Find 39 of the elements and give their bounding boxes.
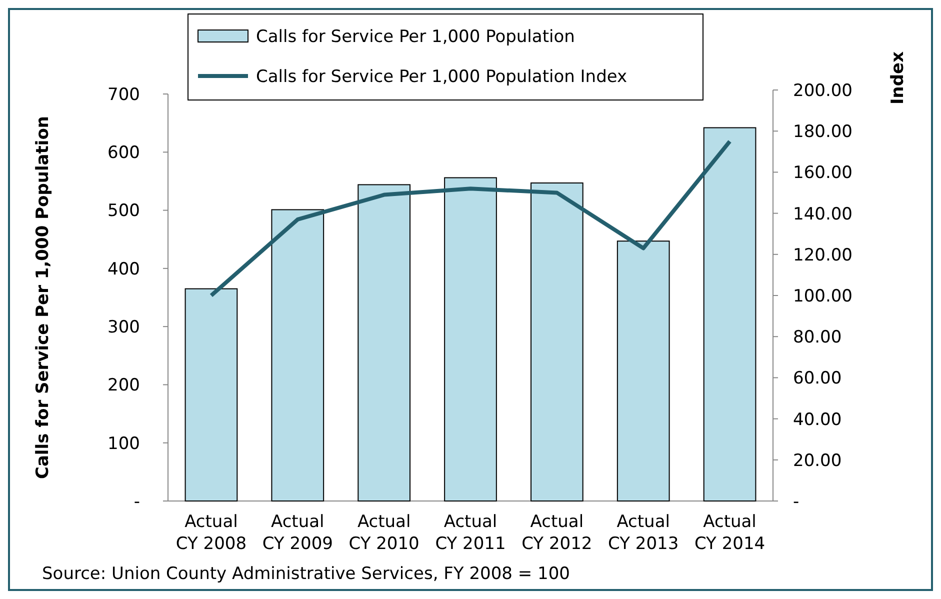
bar [444,177,497,502]
bar [184,288,238,502]
y2-tick-label: 20.00 [793,450,842,471]
x-tick-label: Actual CY 2010 [348,512,420,554]
source-note: Source: Union County Administrative Services, FY 2008 = 100 [42,564,570,584]
line-series [209,139,732,298]
legend-label: Calls for Service Per 1,000 Population Index [256,66,628,87]
y2-tick-label: 120.00 [793,245,852,266]
legend-label: Calls for Service Per 1,000 Population [256,26,575,47]
y2-tick-label: 80.00 [793,328,842,348]
y-tick-label: - [134,492,140,512]
y2-tick-label: 140.00 [793,204,852,224]
y2-tick-label: 160.00 [793,163,852,184]
y2-tick-label: - [793,492,800,512]
x-tick-label: Actual CY 2013 [608,512,679,554]
x-tick-label: Actual CY 2012 [522,512,592,554]
y-tick-label: 600 [108,143,140,164]
bar [703,127,756,502]
bar [616,240,670,502]
y-tick-label: 400 [108,259,140,280]
x-tick-label: Actual CY 2008 [176,512,247,554]
x-tick-label: Actual CY 2011 [435,512,506,554]
y-tick-label: 100 [108,434,140,454]
bar [530,182,584,502]
y2-tick-label: 100.00 [793,286,852,306]
x-tick-label: Actual CY 2014 [694,512,766,554]
y2-tick-label: 180.00 [793,122,852,142]
y-tick-label: 500 [108,201,140,222]
y2-tick-label: 200.00 [793,80,852,101]
bar [271,209,324,502]
y2-axis-title: Index [888,51,908,105]
y2-tick-label: 40.00 [793,410,842,430]
y-tick-label: 700 [108,84,140,105]
y-axis-title: Calls for Service Per 1,000 Population [33,116,53,480]
bar [358,184,410,502]
y-tick-label: 200 [108,376,140,396]
y2-tick-label: 60.00 [793,368,842,389]
y-tick-label: 300 [108,318,140,338]
x-tick-label: Actual CY 2009 [262,512,333,554]
